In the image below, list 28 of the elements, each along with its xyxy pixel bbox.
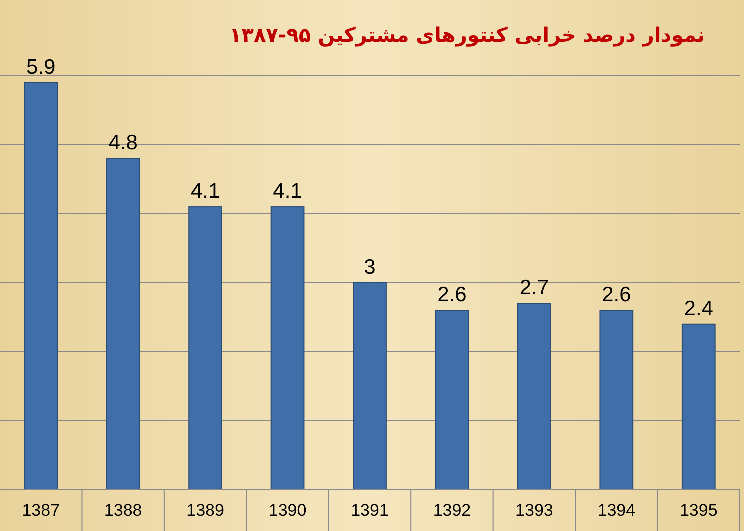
bar (682, 324, 716, 490)
x-tick-label: 1389 (186, 501, 224, 520)
x-tick-label: 1394 (598, 501, 636, 520)
bar (600, 310, 634, 490)
x-tick-label: 1390 (268, 501, 307, 520)
bar (106, 158, 140, 490)
x-tick-label: 1391 (351, 501, 389, 520)
bar (518, 303, 552, 490)
data-label: 2.7 (520, 276, 550, 300)
bar (435, 310, 470, 490)
data-label: 3 (364, 256, 376, 279)
data-label: 2.6 (438, 284, 467, 307)
bar (270, 206, 305, 490)
x-tick-label: 1392 (433, 501, 472, 520)
data-label: 2.4 (684, 297, 714, 320)
x-tick-label: 1387 (22, 501, 60, 520)
x-tick-label: 1393 (516, 501, 554, 520)
data-label: 5.9 (26, 56, 56, 79)
bar (353, 282, 387, 490)
data-label: 2.6 (602, 284, 632, 307)
text: نمودار درصد خرابی کنتورهای مشترکین ۹۵-۱۳۸۷ (230, 23, 705, 47)
data-label: 4.1 (273, 180, 302, 204)
x-tick-label: 1388 (104, 501, 142, 520)
data-label: 4.8 (108, 132, 138, 155)
data-label: 4.1 (190, 180, 220, 204)
bar (24, 82, 58, 490)
bar (188, 206, 222, 490)
x-tick-label: 1395 (680, 501, 718, 520)
